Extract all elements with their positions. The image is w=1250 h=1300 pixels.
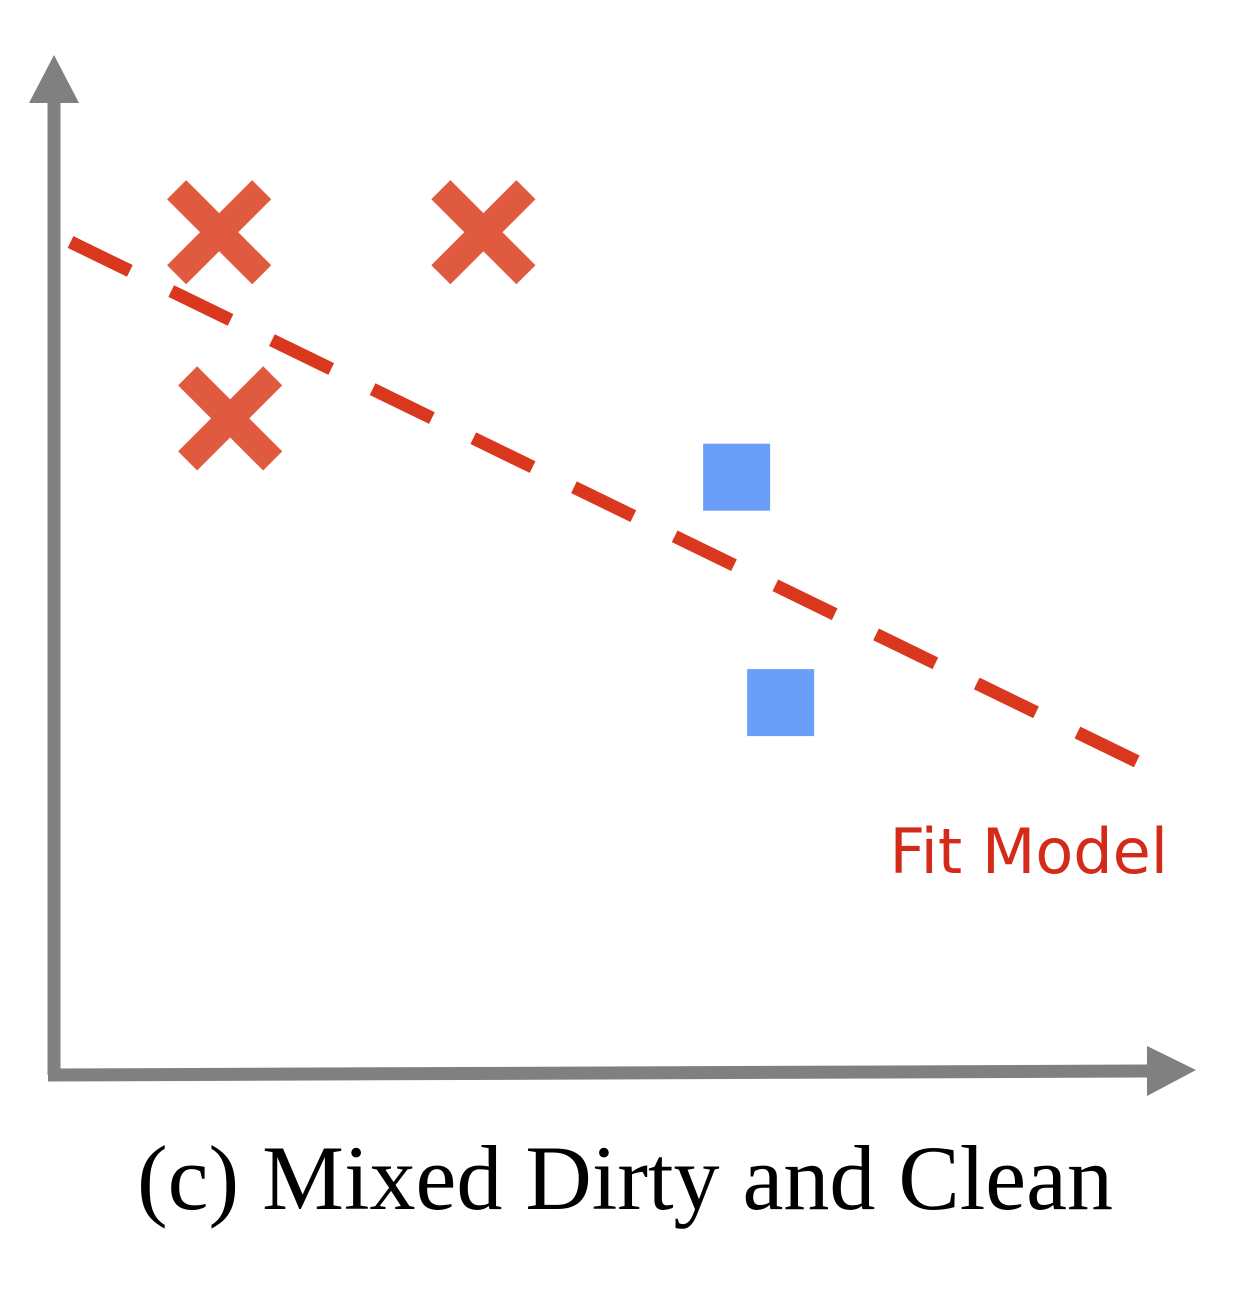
fit-model-line	[67, 236, 1180, 787]
x-axis-arrow	[1147, 1046, 1196, 1096]
x-axis	[47, 1064, 1156, 1082]
axes	[29, 55, 1196, 1096]
data-points	[167, 180, 815, 737]
fit-model-label: Fit Model	[889, 815, 1168, 888]
figure-caption: (c) Mixed Dirty and Clean	[137, 1127, 1113, 1229]
square-marker	[703, 443, 771, 511]
y-axis-arrow	[29, 55, 79, 103]
square-marker	[747, 669, 815, 737]
x-marker	[431, 180, 536, 285]
x-marker	[178, 366, 283, 471]
x-marker	[167, 180, 272, 285]
scatter-chart: Fit Model	[29, 55, 1196, 1096]
